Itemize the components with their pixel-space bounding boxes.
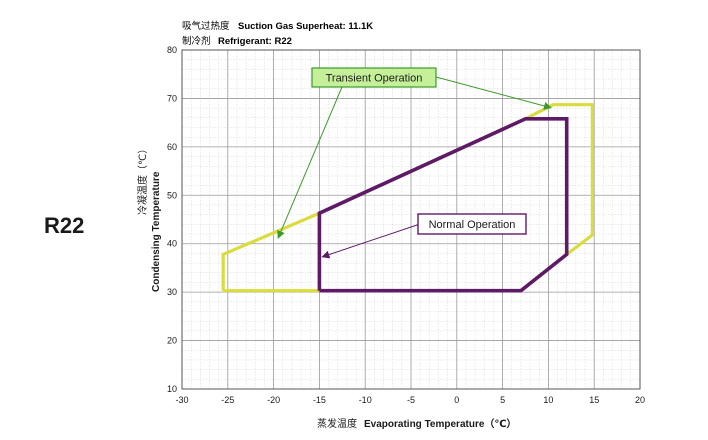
refrigerant-label-cn: 制冷剂 [182, 35, 211, 47]
y-axis-label: Condensing Temperature [151, 171, 162, 292]
transient-operation-label: Transient Operation [326, 73, 423, 85]
transient-arrow-right [435, 76, 552, 110]
normal-operation-box [417, 213, 527, 235]
x-tick-label: 5 [500, 395, 505, 405]
normal-operation-envelope [317, 117, 569, 293]
y-axis-ticks: 10 20 30 40 50 60 70 80 [167, 45, 177, 394]
x-tick-label: 10 [543, 395, 553, 405]
x-tick-label: -30 [175, 395, 188, 405]
y-tick-label: 20 [167, 336, 177, 346]
y-tick-label: 70 [167, 93, 177, 103]
y-axis-label-cn: 冷凝温度（℃） [136, 144, 149, 215]
superheat-label-cn: 吸气过热度 [182, 20, 230, 32]
refrigerant-side-label: R22 [44, 213, 84, 238]
superheat-label: Suction Gas Superheat: 11.1K [238, 21, 373, 32]
x-tick-label: 15 [589, 395, 599, 405]
x-tick-label: -5 [407, 395, 415, 405]
plot-border [181, 49, 641, 390]
x-tick-label: -15 [313, 395, 326, 405]
x-tick-label: 20 [635, 395, 645, 405]
y-tick-label: 50 [167, 190, 177, 200]
series-layer [221, 103, 595, 293]
y-tick-label: 40 [167, 239, 177, 249]
transient-operation-box [311, 67, 437, 88]
y-tick-label: 60 [167, 142, 177, 152]
transient-arrow-left [277, 86, 343, 239]
normal-operation-label: Normal Operation [429, 219, 516, 231]
x-tick-label: -10 [359, 395, 372, 405]
x-tick-label: -25 [221, 395, 234, 405]
x-tick-label: -20 [267, 395, 280, 405]
x-axis-ticks: -30 -25 -20 -15 -10 -5 0 5 10 15 20 [175, 395, 645, 405]
x-tick-label: 0 [454, 395, 459, 405]
y-tick-label: 80 [167, 45, 177, 55]
x-axis-label: Evaporating Temperature（℃） [364, 417, 517, 430]
normal-arrow [321, 223, 421, 259]
minor-grid [182, 50, 640, 389]
y-tick-label: 10 [167, 384, 177, 394]
x-axis-label-cn: 蒸发温度 [317, 417, 357, 430]
refrigerant-label: Refrigerant: R22 [218, 36, 292, 47]
y-tick-label: 30 [167, 287, 177, 297]
annotation-layer: Transient Operation Normal Operation [277, 67, 552, 259]
